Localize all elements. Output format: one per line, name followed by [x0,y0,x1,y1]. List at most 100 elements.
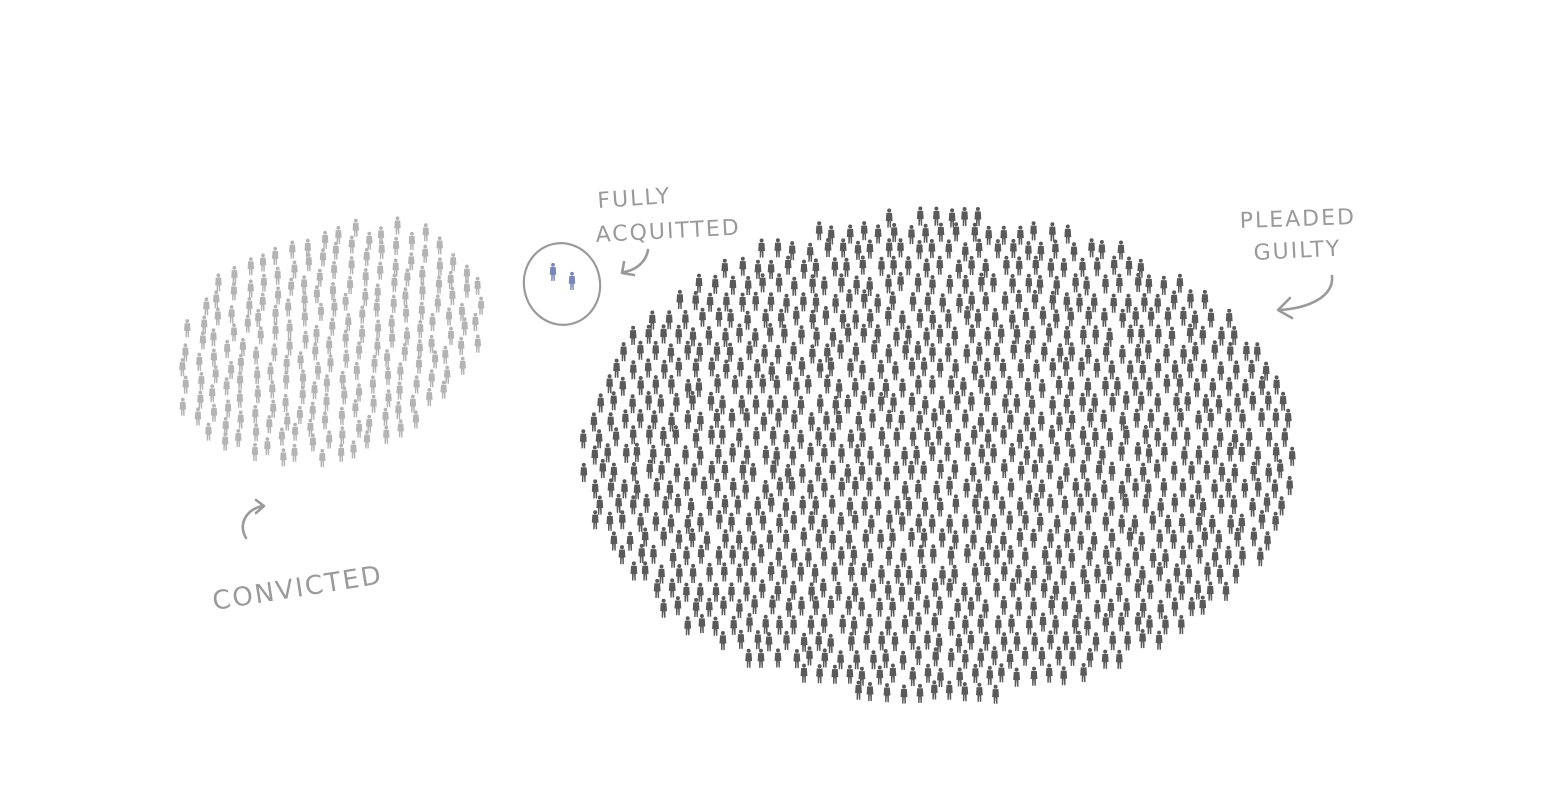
person-icon [742,480,750,500]
person-icon [1024,241,1032,261]
person-icon [847,562,855,582]
person-icon [800,527,808,547]
person-icon [715,545,723,565]
person-icon [860,562,868,582]
person-icon [860,289,868,309]
person-icon [737,357,744,377]
person-icon [998,496,1006,516]
person-icon [707,391,715,411]
person-icon [666,480,674,500]
person-icon [991,646,998,666]
person-icon [938,395,946,415]
person-icon [901,614,909,634]
person-icon [1188,461,1196,481]
person-icon [1178,581,1186,601]
person-icon [885,409,893,429]
person-icon [653,477,661,497]
person-icon [1173,563,1181,583]
person-icon [689,327,697,347]
person-icon [1031,289,1039,309]
person-icon [199,331,207,350]
person-icon [722,359,730,379]
person-icon [1170,461,1178,481]
person-icon [737,629,745,649]
person-icon [963,478,971,498]
person-icon [652,340,660,360]
person-icon [878,426,886,446]
person-icon [931,612,939,632]
person-icon [1138,324,1145,344]
person-icon [920,357,928,377]
person-icon [739,256,747,276]
person-icon [343,349,350,368]
person-icon [738,395,746,415]
person-icon [832,293,840,313]
person-icon [837,650,845,670]
person-icon [267,362,274,381]
person-icon [743,408,751,428]
person-icon [877,359,885,379]
person-icon [284,412,291,431]
person-icon [447,270,454,289]
person-icon [257,326,264,345]
person-icon [309,433,317,452]
person-icon [935,426,943,446]
person-icon [1127,324,1134,344]
person-icon [1038,479,1046,499]
person-icon [325,336,333,355]
person-icon [580,462,588,482]
person-icon [353,361,361,380]
person-icon [403,327,411,346]
person-icon [1124,293,1132,313]
person-icon [767,561,775,581]
person-icon [990,513,998,533]
curved-arrow-icon [241,498,266,540]
person-icon [674,596,682,616]
person-icon [844,323,852,343]
person-icon [892,461,900,481]
person-icon [1188,597,1196,617]
person-icon [297,351,304,370]
person-icon [885,546,893,566]
person-icon [1225,408,1232,428]
person-icon [376,261,384,280]
person-icon [997,324,1005,344]
person-icon [1162,548,1169,568]
person-icon [595,429,603,449]
person-icon [869,579,877,599]
person-icon [203,297,210,316]
person-icon [768,361,776,381]
person-icon [1201,289,1209,309]
person-icon [1170,290,1178,310]
person-icon [928,514,936,534]
person-icon [882,378,890,398]
person-icon [790,276,798,296]
person-icon [742,546,750,566]
person-icon [1099,579,1107,599]
person-icon [954,598,962,618]
person-icon [590,412,598,432]
person-icon [898,310,906,330]
person-icon [384,366,392,385]
person-icon [874,224,882,244]
person-icon [837,273,845,293]
person-icon [915,612,922,632]
person-icon [422,223,430,242]
person-icon [862,529,870,549]
person-icon [846,497,854,517]
person-icon [726,342,734,362]
person-icon [1265,463,1273,483]
person-icon [615,493,623,513]
person-icon [746,341,753,361]
person-icon [823,411,830,431]
person-icon [591,445,599,465]
person-icon [708,357,716,377]
person-icon [757,544,765,564]
person-icon [974,308,982,328]
person-icon [215,273,222,292]
person-icon [1230,494,1238,514]
person-icon [866,613,874,633]
person-icon [1273,375,1281,395]
person-icon [936,596,944,616]
person-icon [660,527,668,547]
